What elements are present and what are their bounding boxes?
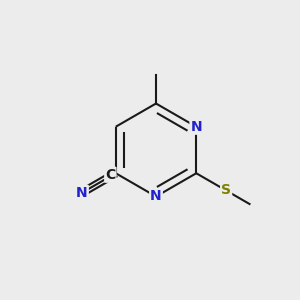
- Text: C: C: [105, 168, 116, 182]
- Text: N: N: [150, 190, 162, 203]
- Text: N: N: [190, 120, 202, 134]
- Text: N: N: [76, 186, 88, 200]
- Text: S: S: [221, 184, 231, 197]
